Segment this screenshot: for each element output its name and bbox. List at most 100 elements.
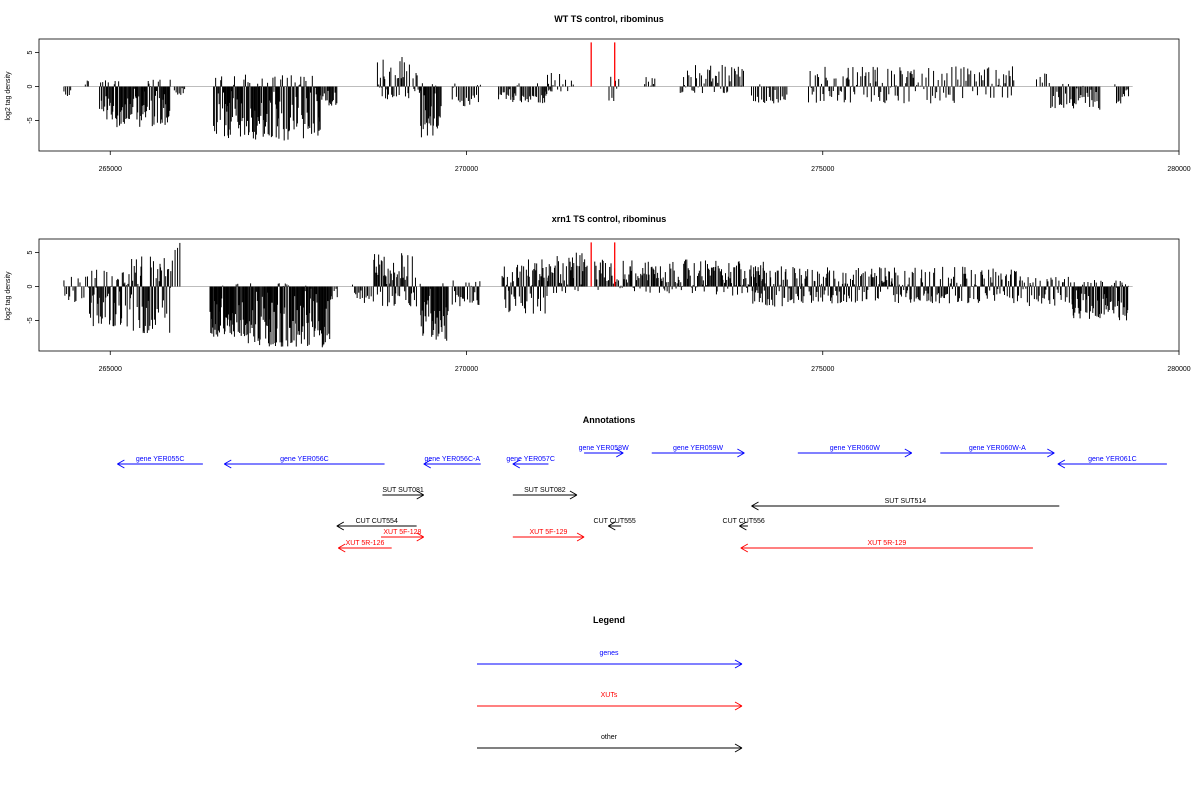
feature-arrow-head xyxy=(117,459,125,465)
annotation-feature: gene YER058W xyxy=(579,445,629,458)
annotation-feature: gene YER059W xyxy=(651,445,745,458)
plot-frame xyxy=(38,38,1180,152)
feature-label: gene YER055C xyxy=(136,456,185,463)
feature-arrow-head xyxy=(740,547,749,553)
annotation-feature: CUT CUT555 xyxy=(594,518,636,531)
annotation-feature: gene YER061C xyxy=(1057,456,1167,469)
feature-label: gene YER056C xyxy=(280,456,329,463)
y-tick-label: 0 xyxy=(27,84,34,88)
feature-label: gene YER056C-A xyxy=(424,456,480,463)
y-tick-label: -5 xyxy=(27,117,34,123)
x-tick-label: 275000 xyxy=(811,166,834,173)
legend-label: XUTs xyxy=(601,692,618,699)
annotation-feature: gene YER055C xyxy=(117,456,203,469)
annotation-feature: CUT CUT554 xyxy=(336,518,417,531)
feature-arrow-head xyxy=(737,448,745,454)
legend-title: Legend xyxy=(593,615,625,625)
y-tick-label: 5 xyxy=(27,51,34,55)
feature-label: gene YER061C xyxy=(1088,456,1137,463)
legend-label: other xyxy=(601,734,618,741)
feature-arrow-head xyxy=(740,543,749,549)
x-tick-label: 270000 xyxy=(455,166,478,173)
annotation-feature: gene YER056C-A xyxy=(423,456,481,469)
feature-arrow-head xyxy=(1057,459,1066,465)
feature-arrow-head xyxy=(117,463,125,469)
y-axis: 5 0 -5 xyxy=(27,51,39,124)
annotation-feature: CUT CUT556 xyxy=(723,518,765,531)
feature-arrow-head xyxy=(224,459,232,465)
feature-label: SUT SUT514 xyxy=(885,498,927,505)
legend-item: other xyxy=(477,734,743,753)
panel-title: xrn1 TS control, ribominus xyxy=(552,214,667,224)
annotations-panel: Annotations gene YER055C gene YER056C gene… xyxy=(117,415,1167,553)
feature-arrow-head xyxy=(512,459,521,465)
y-axis-label: log2 tag density xyxy=(5,71,12,121)
feature-arrow-head xyxy=(737,452,745,458)
wt-density-panel: WT TS control, ribominus log2 tag densit… xyxy=(5,14,1191,173)
x-tick-label: 265000 xyxy=(99,366,122,373)
feature-label: XUT 5R-126 xyxy=(346,540,385,547)
feature-arrow-head xyxy=(224,463,232,469)
feature-arrow-head xyxy=(423,459,431,465)
x-tick-label: 280000 xyxy=(1167,366,1190,373)
annotation-feature: XUT 5R-126 xyxy=(338,540,392,553)
feature-arrow-head xyxy=(1047,448,1055,454)
feature-arrow-head xyxy=(739,525,747,531)
annotation-feature: gene YER060W xyxy=(797,445,913,458)
feature-label: XUT 5F-128 xyxy=(383,529,421,536)
x-tick-label: 280000 xyxy=(1167,166,1190,173)
y-axis: 5 0 -5 xyxy=(27,251,39,324)
feature-arrow-head xyxy=(751,501,759,507)
feature-label: gene YER057C xyxy=(506,456,555,463)
y-axis-label: log2 tag density xyxy=(5,271,12,321)
feature-arrow-head xyxy=(416,490,424,496)
feature-arrow-head xyxy=(608,521,616,527)
legend-arrow-head xyxy=(734,743,743,749)
panel-title: WT TS control, ribominus xyxy=(554,14,664,24)
feature-arrow-head xyxy=(336,525,345,531)
feature-arrow-head xyxy=(751,505,759,511)
annotation-feature: gene YER056C xyxy=(224,456,385,469)
density-bars xyxy=(63,242,1129,348)
feature-arrow-head xyxy=(338,543,346,549)
x-axis: 265000 270000 275000 280000 xyxy=(99,151,1191,173)
plot-frame xyxy=(38,238,1180,352)
feature-label: SUT SUT081 xyxy=(382,487,424,494)
feature-label: gene YER060W xyxy=(830,445,880,452)
annotations-title: Annotations xyxy=(583,415,636,425)
annotation-feature: XUT 5F-129 xyxy=(512,529,585,542)
feature-arrow-head xyxy=(512,463,521,469)
feature-arrow-head xyxy=(569,494,578,500)
x-tick-label: 265000 xyxy=(99,166,122,173)
legend-arrow-head xyxy=(734,701,743,707)
feature-arrow-head xyxy=(1057,463,1066,469)
annotation-feature: gene YER060W-A xyxy=(940,445,1055,458)
feature-arrow-head xyxy=(416,532,424,538)
legend-arrow-head xyxy=(734,663,743,669)
feature-arrow-head xyxy=(423,463,431,469)
feature-label: SUT SUT082 xyxy=(524,487,566,494)
feature-arrow-head xyxy=(416,494,424,500)
feature-arrow-head xyxy=(1047,452,1055,458)
feature-label: CUT CUT555 xyxy=(594,518,636,525)
feature-label: gene YER060W-A xyxy=(969,445,1026,452)
legend-item: XUTs xyxy=(477,692,743,711)
feature-arrow-head xyxy=(336,521,345,527)
feature-arrow-head xyxy=(338,547,346,553)
feature-arrow-head xyxy=(904,452,913,458)
annotation-feature: SUT SUT514 xyxy=(751,498,1060,511)
feature-arrow-head xyxy=(616,452,624,458)
legend-arrow-head xyxy=(734,659,743,665)
feature-arrow-head xyxy=(576,536,585,542)
feature-label: gene YER059W xyxy=(673,445,723,452)
feature-label: CUT CUT556 xyxy=(723,518,765,525)
annotation-feature: gene YER057C xyxy=(506,456,555,469)
legend-item: genes xyxy=(477,650,743,669)
feature-arrow-head xyxy=(616,448,624,454)
highlight-markers xyxy=(590,42,616,87)
feature-arrow-head xyxy=(416,536,424,542)
y-tick-label: -5 xyxy=(27,317,34,323)
feature-arrow-head xyxy=(569,490,578,496)
feature-label: gene YER058W xyxy=(579,445,629,452)
